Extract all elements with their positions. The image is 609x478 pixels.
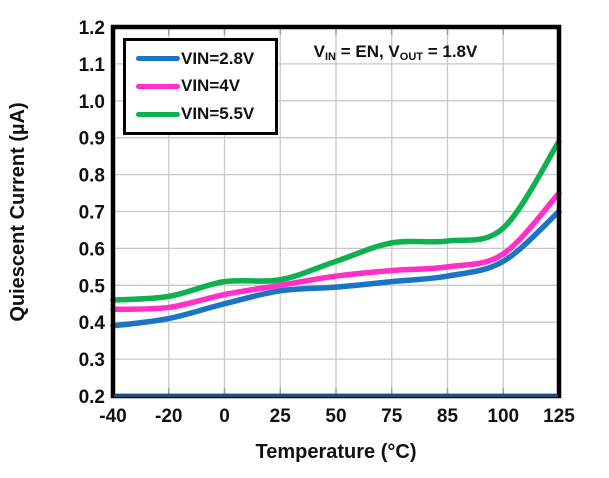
x-tick-label: 0 — [219, 406, 230, 427]
legend-label: VIN=2.8V — [181, 48, 255, 68]
y-tick-label: 1.1 — [79, 55, 106, 76]
x-tick-label: 25 — [270, 406, 292, 427]
annotation-text: OUT — [399, 51, 423, 63]
annotation-text: V — [313, 42, 325, 61]
y-tick-label: 0.3 — [79, 350, 105, 371]
legend: VIN=2.8V VIN=4V VIN=5.5V — [123, 38, 278, 135]
y-tick-label: 0.6 — [79, 239, 105, 260]
y-tick-label: 1.2 — [79, 18, 105, 39]
annotation-text: = 1.8V — [423, 42, 478, 61]
legend-line-swatch — [136, 83, 180, 89]
series-line-2 — [110, 138, 562, 303]
legend-label: VIN=4V — [181, 76, 241, 96]
legend-item-1: VIN=4V — [136, 76, 271, 96]
y-axis-title: Quiescent Current (µA) — [7, 102, 29, 322]
y-tick-label: 0.7 — [79, 203, 105, 224]
x-tick-label: 125 — [543, 406, 575, 427]
chart-annotation: VIN = EN, VOUT = 1.8V — [288, 42, 503, 63]
y-tick-label: 0.5 — [79, 276, 106, 297]
x-axis-title: Temperature (°C) — [255, 441, 417, 463]
annotation-text: IN — [324, 51, 336, 63]
x-tick-label: 50 — [325, 406, 346, 427]
x-tick-label: 85 — [437, 406, 459, 427]
y-tick-label: 1.0 — [79, 92, 105, 113]
x-tick-label: -20 — [155, 406, 182, 427]
x-tick-label: 75 — [381, 406, 403, 427]
y-tick-label: 0.8 — [79, 166, 105, 187]
legend-line-swatch — [136, 56, 180, 62]
legend-item-0: VIN=2.8V — [136, 49, 271, 69]
legend-label: VIN=5.5V — [181, 104, 255, 124]
x-tick-label: 100 — [487, 406, 519, 427]
series-line-0 — [110, 208, 562, 329]
y-tick-label: 0.9 — [79, 129, 105, 150]
y-tick-label: 0.2 — [79, 387, 105, 408]
annotation-text: = EN, V — [335, 42, 400, 61]
y-tick-label: 0.4 — [79, 313, 106, 334]
legend-line-swatch — [136, 111, 180, 117]
x-tick-label: -40 — [99, 406, 126, 427]
legend-item-2: VIN=5.5V — [136, 104, 271, 124]
series-line-1 — [110, 190, 562, 313]
